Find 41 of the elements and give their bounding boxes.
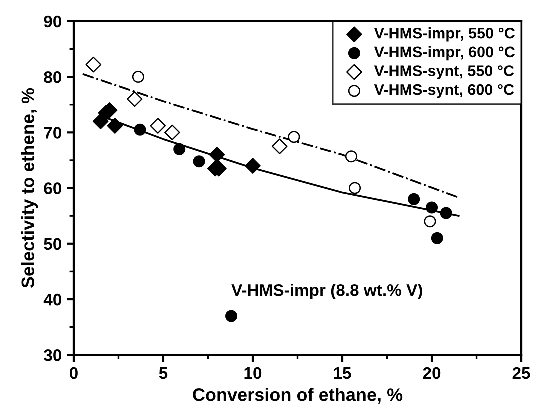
- point: [345, 150, 358, 163]
- point: [209, 147, 226, 163]
- legend-label: V-HMS-synt, 550 °C: [374, 66, 514, 80]
- point: [107, 118, 124, 134]
- y-axis-title: Selectivity to ethene, %: [21, 88, 38, 288]
- legend-label: V-HMS-impr, 600 °C: [374, 46, 516, 61]
- point: [86, 56, 102, 73]
- x-tick-label: 25: [512, 367, 530, 380]
- point: [126, 91, 143, 108]
- point: [288, 131, 300, 144]
- y-tick-label: 80: [44, 71, 62, 84]
- point: [440, 207, 452, 220]
- point: [245, 158, 261, 174]
- x-axis-title: Conversion of ethane, %: [193, 388, 403, 404]
- point: [426, 202, 438, 214]
- point: [431, 232, 444, 244]
- point: [272, 138, 288, 154]
- point: [349, 182, 362, 194]
- point: [226, 310, 238, 322]
- point: [408, 193, 420, 206]
- legend-label: V-HMS-synt, 600 °C: [374, 84, 514, 98]
- point: [164, 124, 180, 141]
- y-tick-label: 50: [44, 238, 62, 250]
- x-tick-label: 5: [159, 368, 168, 380]
- annotation: V-HMS-impr (8.8 wt.% V): [232, 284, 422, 300]
- point: [193, 156, 206, 168]
- point: [132, 71, 144, 84]
- point: [174, 143, 186, 156]
- x-tick-label: 15: [334, 368, 352, 380]
- y-tick-label: 40: [44, 294, 62, 306]
- y-tick-label: 30: [44, 350, 62, 362]
- x-tick-label: 10: [244, 367, 262, 380]
- point: [134, 124, 146, 136]
- legend-label: V-HMS-impr, 550 °C: [374, 28, 516, 42]
- point: [424, 216, 436, 228]
- y-tick-label: 60: [44, 182, 62, 194]
- y-tick-label: 70: [44, 127, 62, 139]
- x-tick-label: 0: [70, 367, 78, 380]
- point: [150, 118, 166, 134]
- x-tick-label: 20: [423, 367, 441, 380]
- y-tick-label: 90: [44, 16, 62, 28]
